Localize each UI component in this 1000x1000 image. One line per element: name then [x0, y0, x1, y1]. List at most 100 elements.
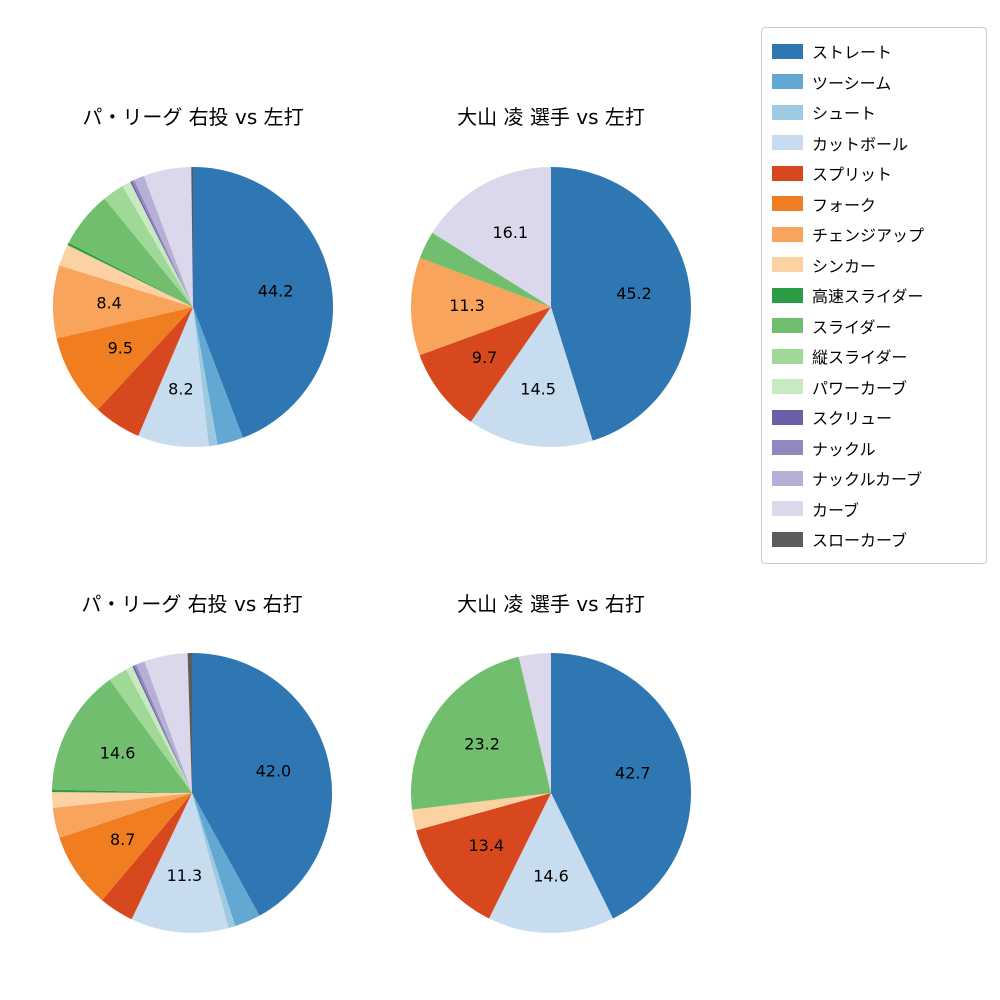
pie-slice-縦スライダー	[104, 186, 193, 307]
pie-title-1: 大山 凌 選手 vs 左打	[457, 105, 645, 129]
legend-item-4: スプリット	[772, 158, 976, 189]
pie-slice-スプリット	[419, 307, 551, 422]
legend-swatch-icon	[772, 470, 803, 486]
pie-slice-縦スライダー	[109, 669, 192, 793]
pie-slice-パワーカーブ	[122, 181, 193, 307]
legend-item-1: ツーシーム	[772, 67, 976, 98]
legend-item-label: ツーシーム	[812, 73, 892, 93]
legend-item-8: 高速スライダー	[772, 280, 976, 311]
legend-item-label: フォーク	[812, 195, 877, 215]
pie-svg-3: 42.7 14.6 13.4 23.2	[411, 653, 692, 934]
pie-slice-スライダー	[411, 656, 551, 810]
pie-percent-label: 8.7	[110, 830, 135, 849]
legend-item-label: シンカー	[812, 256, 877, 276]
legend-item-9: スライダー	[772, 311, 976, 342]
legend-swatch-icon	[772, 440, 803, 456]
pie-slice-スライダー	[68, 198, 193, 307]
pie-slice-ストレート	[551, 653, 692, 919]
pie-percent-label: 9.7	[472, 348, 497, 367]
legend-item-label: パワーカーブ	[812, 378, 908, 398]
pie-slice-カーブ	[518, 653, 551, 793]
pie-slice-シュート	[192, 793, 236, 929]
pie-percent-label: 13.4	[468, 836, 504, 855]
legend-item-label: 縦スライダー	[812, 348, 908, 368]
pie-title-0: パ・リーグ 右投 vs 左打	[82, 105, 304, 129]
pie-slice-チェンジアップ	[411, 257, 551, 356]
legend-items: ストレートツーシームシュートカットボールスプリットフォークチェンジアップ シンカー…	[772, 36, 976, 555]
pie-slice-高速スライダー	[67, 242, 193, 307]
pie-slice-カーブ	[143, 167, 193, 307]
legend-item-2: シュート	[772, 97, 976, 128]
pie-percent-label: 8.4	[96, 293, 121, 312]
legend-item-label: スプリット	[812, 165, 893, 185]
pie-slice-ストレート	[192, 653, 332, 916]
pie-slice-ナックルカーブ	[136, 661, 192, 793]
legend-item-0: ストレート	[772, 36, 976, 67]
pie-title-3: 大山 凌 選手 vs 右打	[457, 592, 645, 616]
legend-item-16: スローカーブ	[772, 524, 976, 555]
legend-item-label: ストレート	[812, 43, 893, 63]
pie-slice-カーブ	[432, 167, 551, 307]
legend-item-11: パワーカーブ	[772, 372, 976, 403]
pie-percent-label: 16.1	[492, 223, 528, 242]
pie-slice-スプリット	[97, 307, 193, 436]
pie-percent-label: 9.5	[108, 339, 133, 358]
legend-item-15: カーブ	[772, 494, 976, 525]
pie-percent-label: 11.3	[167, 866, 203, 885]
pie-slice-シンカー	[59, 245, 193, 307]
pie-slice-シュート	[193, 307, 218, 447]
pie-slice-カーブ	[144, 653, 192, 793]
legend-swatch-icon	[772, 287, 803, 303]
legend-swatch-icon	[772, 409, 803, 425]
legend-swatch-icon	[772, 379, 803, 395]
legend-item-label: スローカーブ	[812, 531, 908, 551]
pie-percent-label: 44.2	[258, 281, 294, 300]
pie-slice-ストレート	[193, 167, 334, 438]
legend-item-label: カーブ	[812, 500, 860, 520]
pie-slice-カットボール	[131, 793, 229, 933]
legend-item-13: ナックル	[772, 433, 976, 464]
pie-slice-ナックル	[131, 179, 193, 307]
legend-item-label: ナックル	[812, 439, 876, 459]
legend-item-label: スライダー	[812, 317, 892, 337]
pie-svg-2: 42.0 11.3 8.7 14.6	[51, 653, 332, 933]
pie-slice-フォーク	[56, 307, 193, 410]
legend-item-label: ナックルカーブ	[812, 470, 923, 490]
pie-slice-ツーシーム	[193, 307, 243, 445]
pie-slice-ナックルカーブ	[134, 175, 193, 307]
pie-percent-label: 11.3	[449, 296, 485, 315]
pie-slice-高速スライダー	[52, 789, 192, 793]
pie-slice-シンカー	[412, 793, 551, 831]
legend-swatch-icon	[772, 196, 803, 212]
pie-slice-スプリット	[416, 793, 551, 919]
legend-swatch-icon	[772, 104, 803, 120]
pie-slice-スライダー	[419, 232, 551, 307]
legend-swatch-icon	[772, 74, 803, 90]
pie-percent-label: 23.2	[464, 734, 500, 753]
legend-item-label: シュート	[812, 104, 877, 124]
pie-slice-チェンジアップ	[52, 793, 192, 838]
legend-item-label: スクリュー	[812, 409, 893, 429]
pie-svg-1: 45.2 14.5 9.7 11.3 16.1	[411, 167, 692, 447]
pie-percent-label: 8.2	[168, 380, 193, 399]
pie-percent-label: 14.6	[533, 867, 569, 886]
pie-slice-カットボール	[470, 307, 593, 447]
pie-title-2: パ・リーグ 右投 vs 右打	[81, 592, 303, 616]
legend: ストレートツーシームシュートカットボールスプリットフォークチェンジアップ シンカー…	[761, 27, 987, 564]
legend-item-3: カットボール	[772, 128, 976, 159]
legend-item-label: 高速スライダー	[812, 287, 924, 307]
pie-slice-スクリュー	[130, 181, 193, 307]
pie-slice-パワーカーブ	[126, 666, 192, 793]
pie-slice-フォーク	[59, 793, 192, 901]
pie-slice-スローカーブ	[187, 653, 192, 793]
legend-swatch-icon	[772, 165, 803, 181]
pie-slice-スクリュー	[132, 665, 192, 793]
legend-swatch-icon	[772, 348, 803, 364]
legend-item-7: シンカー	[772, 250, 976, 281]
pie-slice-カットボール	[138, 307, 209, 448]
legend-item-6: チェンジアップ	[772, 219, 976, 250]
pie-slice-スライダー	[52, 679, 192, 793]
pie-slice-チェンジアップ	[53, 265, 193, 339]
pie-percent-label: 42.7	[615, 763, 651, 782]
legend-item-label: チェンジアップ	[812, 226, 925, 246]
